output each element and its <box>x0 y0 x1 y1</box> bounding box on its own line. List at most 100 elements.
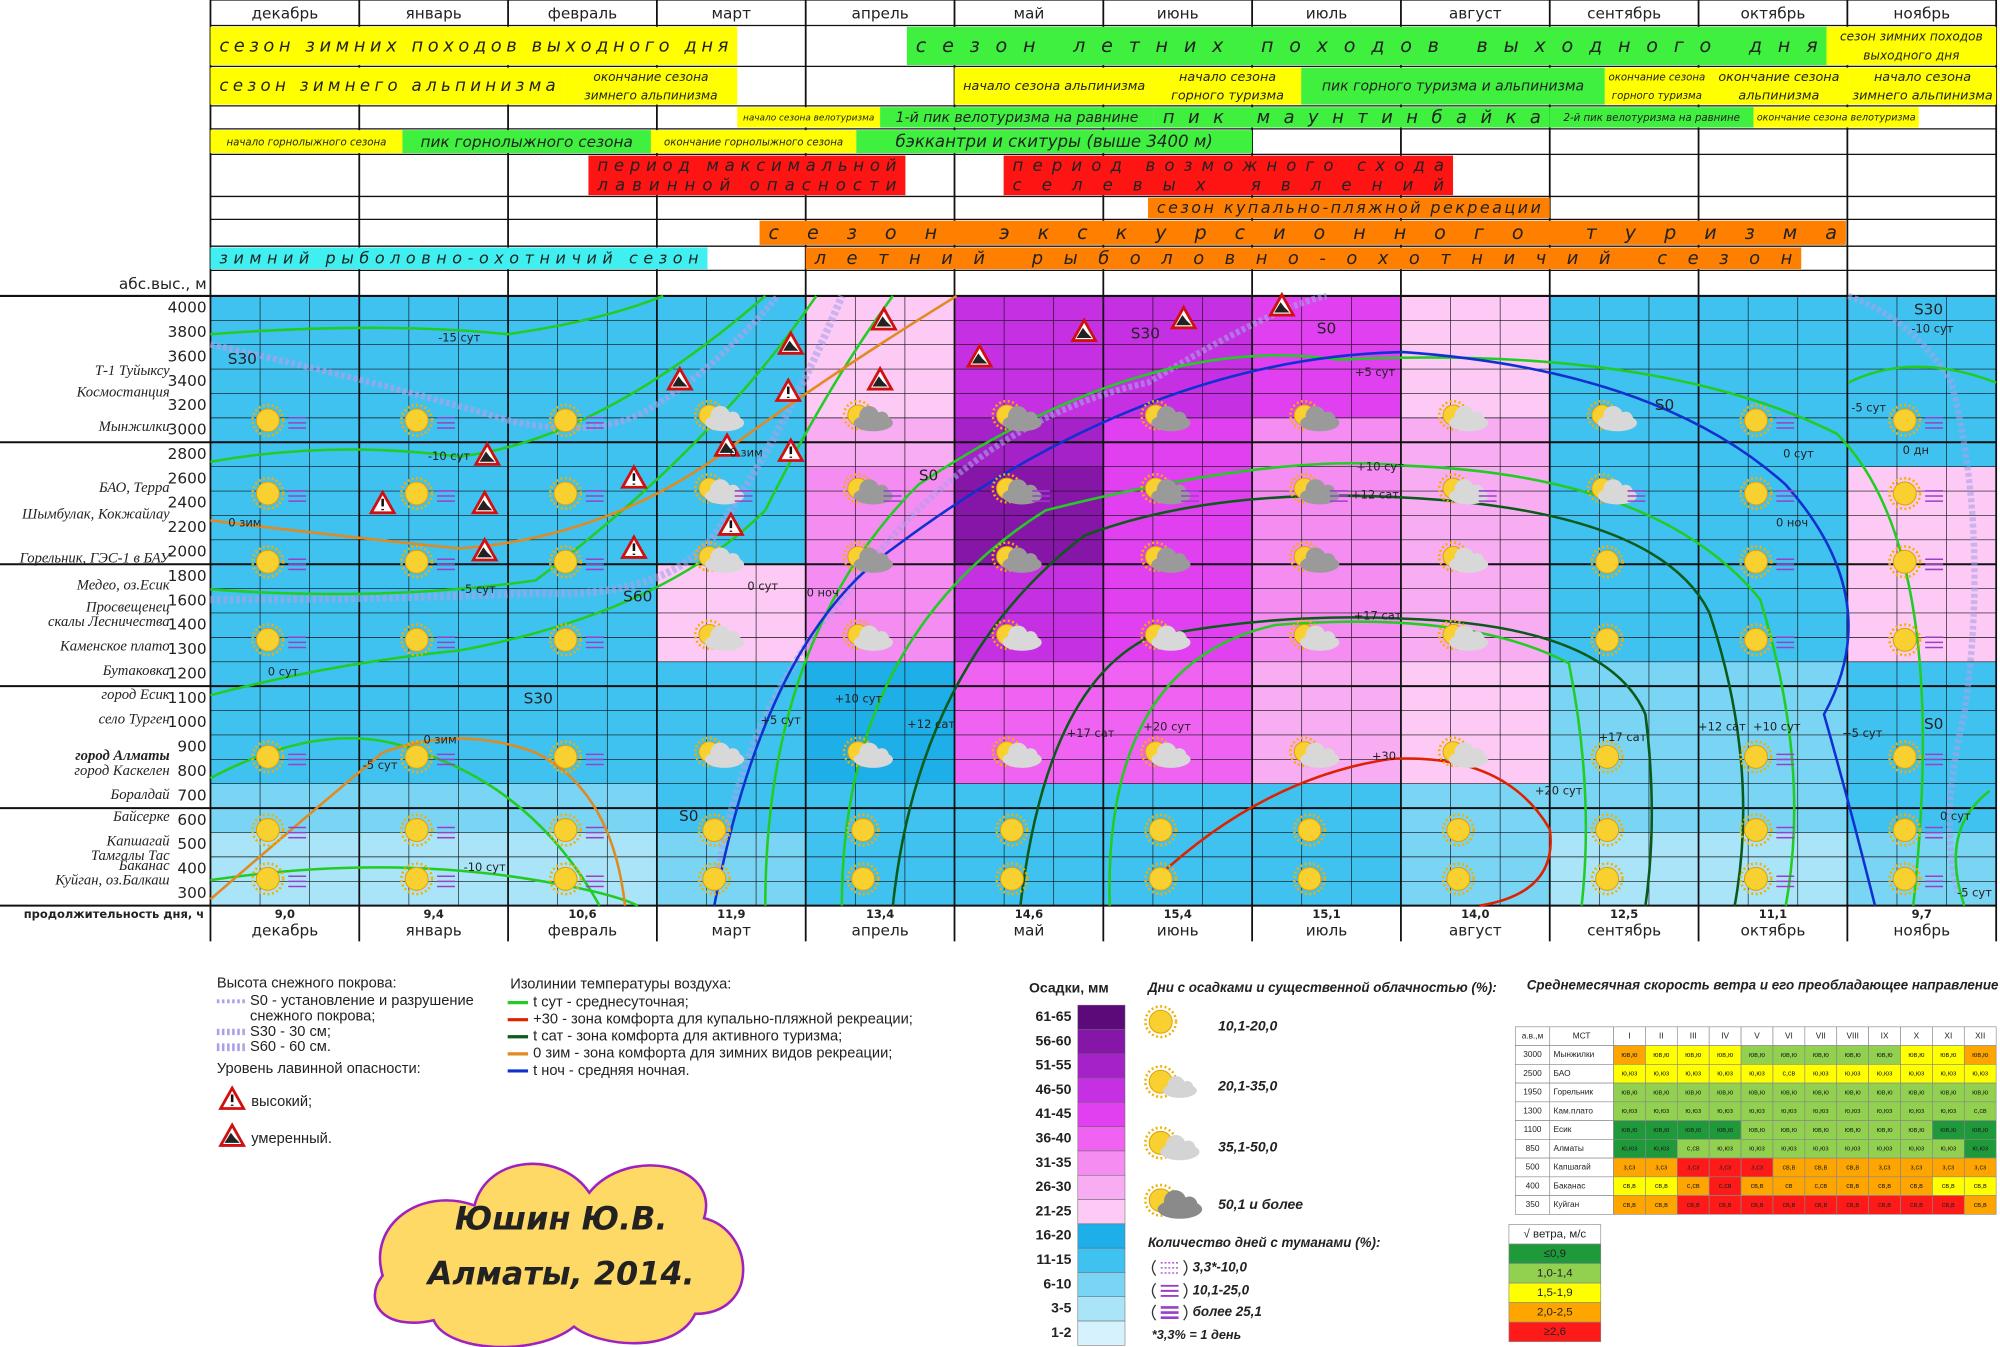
precip-cell <box>1549 808 1699 833</box>
precip-cell <box>1400 783 1551 809</box>
season-bar <box>1848 67 1997 105</box>
sun <box>255 818 280 843</box>
legend-item: 1,5-1,9 <box>1537 1287 1573 1299</box>
avalanche-mark <box>672 376 688 387</box>
labels: декабрьдекабрь9,0январьянварь9,4февральф… <box>19 5 1999 1346</box>
cloud <box>1172 411 1187 426</box>
table-cell-text: 400 <box>1526 1180 1540 1190</box>
day-length: 14,0 <box>1461 907 1489 921</box>
precip-cell <box>1400 588 1551 614</box>
season-bar <box>1301 67 1605 105</box>
precip-cell <box>1549 320 1699 346</box>
month-label: март <box>712 922 752 940</box>
precip-cell <box>1103 369 1253 394</box>
table-cell-text: св,в <box>1846 1202 1859 1209</box>
table-cell-text: св,в <box>1846 1183 1859 1190</box>
precip-cell <box>1400 808 1551 833</box>
sun <box>1595 818 1620 843</box>
table-cell-text: з,сз <box>1751 1164 1763 1171</box>
precip-cell <box>1103 808 1253 833</box>
precip-cell <box>1549 295 1699 321</box>
table-cell-text: юв,ю <box>1621 1052 1637 1059</box>
precip-cell <box>1103 856 1253 882</box>
sun <box>404 408 429 433</box>
precip-cell <box>954 783 1104 809</box>
precip-cell <box>359 466 509 492</box>
location-label: Тамгалы Тас <box>91 848 170 864</box>
location-label: Баканас <box>118 858 170 874</box>
table-cell-text: юв,ю <box>1621 1089 1637 1096</box>
legend-item: 61-65 <box>1036 1008 1072 1024</box>
cloud <box>1305 742 1326 763</box>
precip-cell <box>210 710 360 736</box>
precip-cell <box>508 564 658 589</box>
table-cell-text: юв,ю <box>1781 1052 1797 1059</box>
cloud <box>1181 1140 1196 1155</box>
season-bar <box>402 130 651 154</box>
table-cell-text: з,сз <box>1974 1164 1986 1171</box>
avalanche-mark <box>876 316 892 327</box>
month-label: октябрь <box>1741 5 1806 23</box>
table-cell-text: св,в <box>1782 1164 1795 1171</box>
isoline-label: S0 <box>1655 396 1674 414</box>
precip-cell <box>1698 564 1848 589</box>
sun-rays <box>995 862 1029 896</box>
isoline-label: S30 <box>1914 300 1943 318</box>
precip-cell <box>359 295 509 321</box>
season-label: окончание сезона <box>1718 70 1839 85</box>
precip-cell <box>1549 539 1699 565</box>
sun-rays <box>1590 740 1624 774</box>
precip-cell <box>508 710 658 736</box>
legend-item: более 25,1 <box>1193 1304 1262 1319</box>
precip-cell <box>1847 344 1997 370</box>
fog-bracket <box>1151 1304 1188 1321</box>
sun <box>1743 549 1768 574</box>
season-label: период возможного схода <box>1013 156 1445 175</box>
cloud <box>1603 479 1623 499</box>
month-label: апрель <box>851 5 908 23</box>
precip-cell <box>359 637 509 663</box>
precip-cell <box>1252 832 1402 858</box>
legend-item: 20,1-35,0 <box>1217 1077 1277 1093</box>
season-bar <box>737 107 881 128</box>
isoline <box>210 295 818 596</box>
isoline-label: +10 сут <box>1356 459 1404 473</box>
precip-cell <box>359 417 509 443</box>
sun-rays <box>1590 623 1624 657</box>
isoline <box>210 294 664 336</box>
precip-cell <box>1103 588 1253 614</box>
precip-cell <box>508 734 658 760</box>
sun <box>1743 818 1768 843</box>
sun-rays <box>1144 813 1178 847</box>
table-cell-text: Баканас <box>1554 1180 1586 1190</box>
legend-item: +30 - зона комфорта для купально-пляжной… <box>533 1012 913 1028</box>
season-bar <box>805 247 1802 270</box>
sun-rays <box>1441 813 1475 847</box>
table-cell-text: ю,юз <box>1622 1071 1638 1078</box>
table-header: VIII <box>1846 1030 1858 1040</box>
altitude-tick: 1200 <box>168 664 207 682</box>
table-cell-text: юв,ю <box>1908 1127 1924 1134</box>
table-cell-text: ю,юз <box>1717 1146 1733 1153</box>
precip-cell <box>1252 515 1402 541</box>
table-cell-text: св,в <box>1942 1202 1955 1209</box>
precip-cell <box>1252 588 1402 614</box>
table-cell-text: ю,юз <box>1717 1108 1733 1115</box>
table-cell-text: юв,ю <box>1717 1127 1733 1134</box>
table-cell-text: св,в <box>1974 1183 1987 1190</box>
table-cell-text: юв,ю <box>1621 1127 1637 1134</box>
isoline-label: +5 сут <box>1842 726 1883 740</box>
season-bar <box>210 26 738 66</box>
table-cell-text: юв,ю <box>1685 1127 1701 1134</box>
isoline-label: 0 ноч <box>1776 515 1808 529</box>
sun <box>1148 866 1173 891</box>
season-label: альпинизма <box>1738 89 1819 104</box>
precip-cell <box>210 295 360 321</box>
legend-item: 10,1-20,0 <box>1218 1018 1277 1034</box>
table-cell-text: Капшагай <box>1554 1162 1592 1172</box>
legend-item: 46-50 <box>1036 1081 1072 1097</box>
isoline-label: +17 сат <box>1354 609 1402 623</box>
sun-rays <box>1144 1005 1178 1039</box>
day-length: 11,1 <box>1759 907 1787 921</box>
altitude-tick: 3200 <box>168 396 207 414</box>
